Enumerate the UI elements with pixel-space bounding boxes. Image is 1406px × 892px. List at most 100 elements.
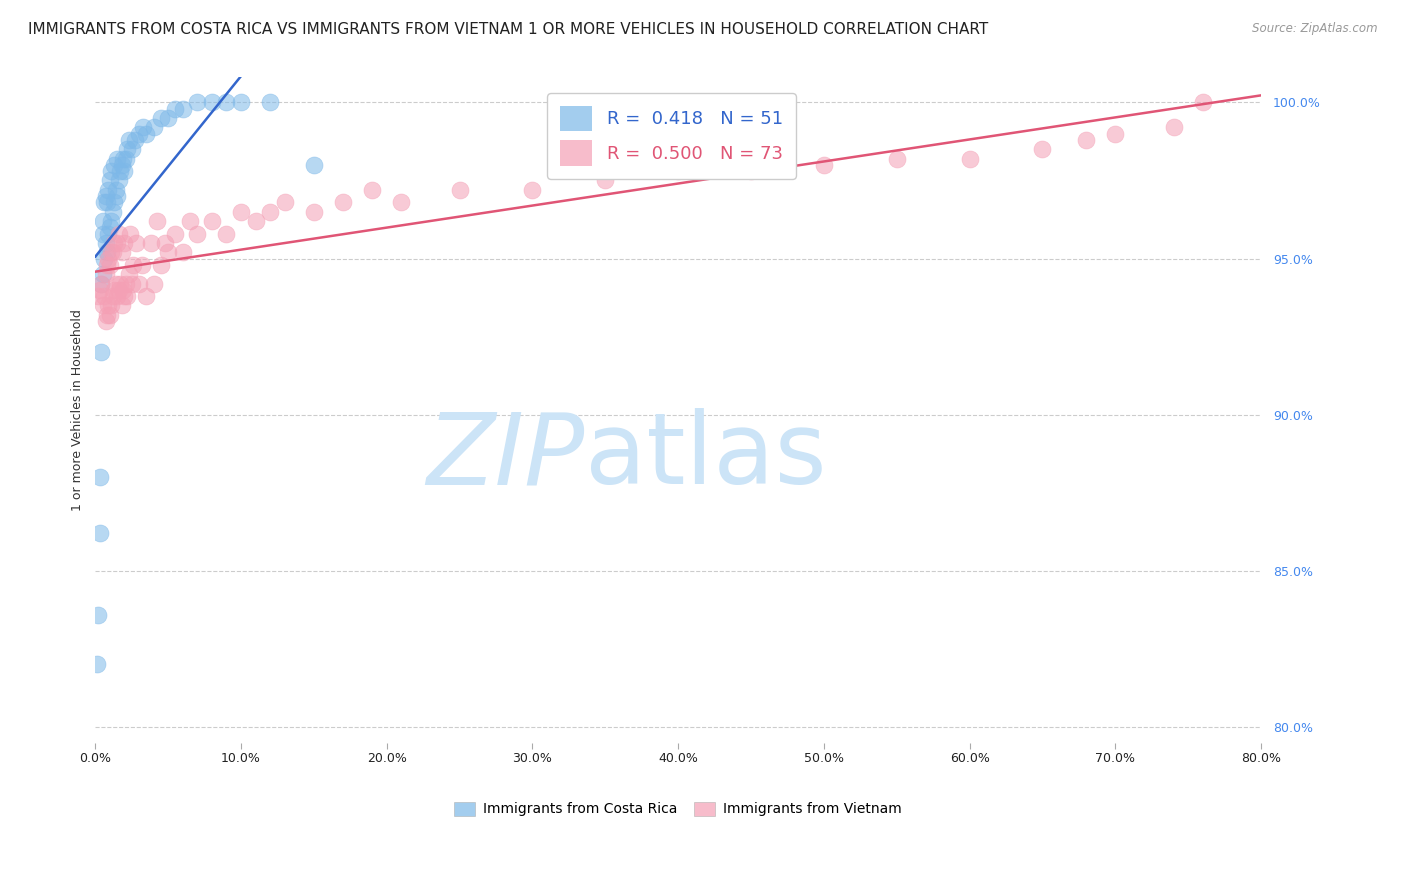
Point	[96, 245, 118, 260]
Point	[165, 102, 187, 116]
Point	[1163, 120, 1185, 135]
Point	[96, 308, 118, 322]
Point	[172, 245, 194, 260]
Point	[155, 235, 177, 250]
Point	[165, 227, 187, 241]
Point	[124, 133, 146, 147]
Point	[93, 252, 115, 266]
Point	[125, 235, 148, 250]
Point	[98, 173, 121, 187]
Point	[98, 308, 121, 322]
Point	[107, 227, 129, 241]
Point	[89, 283, 111, 297]
Point	[145, 214, 167, 228]
Point	[105, 189, 128, 203]
Point	[91, 298, 114, 312]
Point	[115, 277, 138, 291]
Point	[128, 277, 150, 291]
Point	[132, 120, 155, 135]
Point	[259, 95, 281, 110]
Point	[389, 195, 412, 210]
Point	[259, 204, 281, 219]
Point	[107, 283, 129, 297]
Point	[104, 277, 127, 291]
Point	[1191, 95, 1213, 110]
Point	[89, 470, 111, 484]
Y-axis label: 1 or more Vehicles in Household: 1 or more Vehicles in Household	[72, 309, 84, 511]
Point	[94, 235, 117, 250]
Point	[157, 245, 180, 260]
Point	[108, 164, 131, 178]
Point	[110, 298, 132, 312]
Point	[103, 195, 125, 210]
Point	[157, 111, 180, 125]
Point	[131, 258, 153, 272]
Point	[98, 258, 121, 272]
Point	[361, 183, 384, 197]
Point	[1076, 133, 1098, 147]
Point	[112, 283, 135, 297]
Point	[1031, 142, 1053, 156]
Text: IMMIGRANTS FROM COSTA RICA VS IMMIGRANTS FROM VIETNAM 1 OR MORE VEHICLES IN HOUS: IMMIGRANTS FROM COSTA RICA VS IMMIGRANTS…	[28, 22, 988, 37]
Point	[90, 345, 112, 359]
Point	[740, 164, 762, 178]
Text: Source: ZipAtlas.com: Source: ZipAtlas.com	[1253, 22, 1378, 36]
Point	[522, 183, 544, 197]
Point	[97, 227, 120, 241]
Point	[110, 158, 132, 172]
Point	[245, 214, 267, 228]
Point	[118, 267, 141, 281]
Point	[959, 152, 981, 166]
Point	[117, 289, 139, 303]
Point	[114, 164, 136, 178]
Point	[149, 258, 172, 272]
Point	[215, 95, 238, 110]
Point	[666, 164, 689, 178]
Point	[94, 314, 117, 328]
Point	[139, 235, 162, 250]
Point	[96, 195, 118, 210]
Point	[813, 158, 835, 172]
Point	[91, 227, 114, 241]
Point	[112, 152, 135, 166]
Point	[94, 189, 117, 203]
Point	[122, 258, 145, 272]
Point	[89, 526, 111, 541]
Point	[201, 214, 224, 228]
Point	[172, 102, 194, 116]
Point	[101, 289, 124, 303]
Point	[105, 152, 128, 166]
Point	[149, 111, 172, 125]
Point	[90, 277, 112, 291]
Point	[105, 235, 128, 250]
Point	[97, 183, 120, 197]
Point	[449, 183, 471, 197]
Point	[117, 142, 139, 156]
Point	[118, 133, 141, 147]
Point	[179, 214, 201, 228]
Point	[201, 95, 224, 110]
Point	[101, 245, 124, 260]
Point	[100, 245, 122, 260]
Point	[90, 277, 112, 291]
Point	[886, 152, 908, 166]
Point	[135, 127, 157, 141]
Legend: Immigrants from Costa Rica, Immigrants from Vietnam: Immigrants from Costa Rica, Immigrants f…	[449, 796, 908, 822]
Point	[115, 152, 138, 166]
Point	[229, 204, 252, 219]
Point	[101, 204, 124, 219]
Point	[103, 158, 125, 172]
Point	[91, 214, 114, 228]
Point	[87, 289, 110, 303]
Point	[1104, 127, 1126, 141]
Point	[332, 195, 354, 210]
Point	[86, 657, 108, 672]
Text: ZIP: ZIP	[426, 408, 585, 505]
Point	[135, 289, 157, 303]
Point	[107, 173, 129, 187]
Point	[114, 235, 136, 250]
Point	[103, 283, 125, 297]
Point	[274, 195, 297, 210]
Point	[91, 267, 114, 281]
Point	[215, 227, 238, 241]
